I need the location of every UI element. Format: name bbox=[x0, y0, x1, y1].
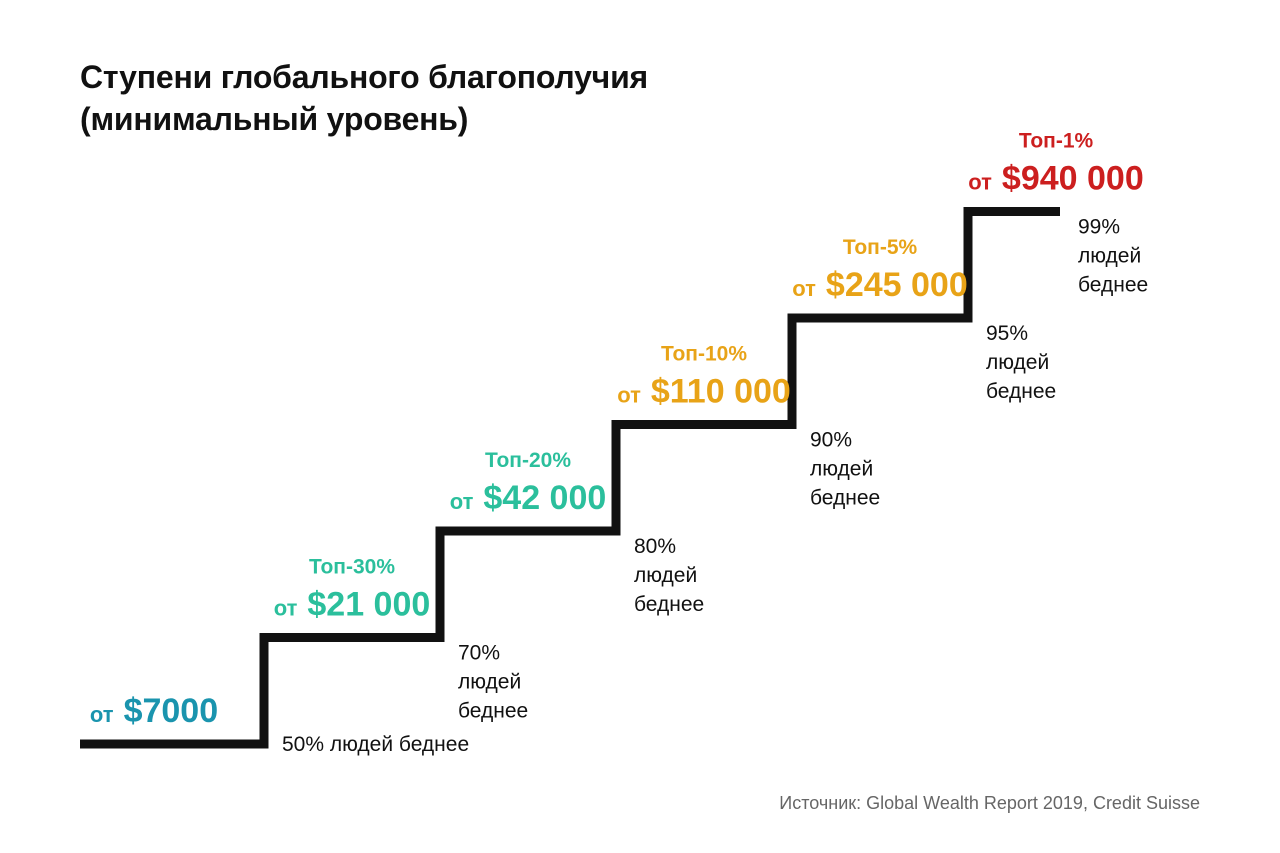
poorer-label-0-0: 50% людей беднее bbox=[282, 733, 469, 756]
poorer-label-2-1: людей bbox=[634, 564, 697, 587]
poorer-label-2-0: 80% bbox=[634, 535, 676, 558]
step-group-3: от $110 000 Топ-10% 90% людей беднее bbox=[617, 343, 880, 510]
tier-label-2: Топ-20% bbox=[485, 449, 571, 472]
threshold-prefix: от bbox=[90, 702, 114, 727]
threshold-label-3: от $110 000 bbox=[617, 373, 791, 411]
threshold-prefix: от bbox=[450, 489, 474, 514]
step-group-5: от $940 000 Топ-1% 99% людей беднее bbox=[968, 130, 1148, 297]
chart-title-line1: Ступени глобального благополучия bbox=[80, 59, 649, 95]
threshold-label-2: от $42 000 bbox=[450, 479, 607, 517]
threshold-value: $245 000 bbox=[826, 266, 968, 304]
threshold-label-5: от $940 000 bbox=[968, 160, 1143, 198]
chart-title-line2: (минимальный уровень) bbox=[80, 101, 469, 137]
poorer-label-1-1: людей bbox=[458, 671, 521, 694]
poorer-label-3-2: беднее bbox=[810, 487, 880, 510]
tier-label-3: Топ-10% bbox=[661, 343, 747, 366]
poorer-label-4-2: беднее bbox=[986, 380, 1056, 403]
threshold-label-0: от $7000 bbox=[90, 692, 218, 730]
poorer-label-1-2: беднее bbox=[458, 700, 528, 723]
chart-title: Ступени глобального благополучия (минима… bbox=[80, 56, 648, 140]
threshold-value: $110 000 bbox=[651, 373, 791, 411]
poorer-label-2-2: беднее bbox=[634, 593, 704, 616]
threshold-prefix: от bbox=[274, 596, 298, 621]
poorer-label-5-1: людей bbox=[1078, 245, 1141, 268]
threshold-label-4: от $245 000 bbox=[792, 266, 967, 304]
poorer-label-5-2: беднее bbox=[1078, 274, 1148, 297]
threshold-prefix: от bbox=[968, 170, 992, 195]
poorer-label-1-0: 70% bbox=[458, 642, 500, 665]
staircase-line bbox=[80, 207, 1060, 749]
tier-label-5: Топ-1% bbox=[1019, 130, 1094, 153]
poorer-label-5-0: 99% bbox=[1078, 216, 1120, 239]
poorer-label-4-0: 95% bbox=[986, 322, 1028, 345]
step-group-1: от $21 000 Топ-30% 70% людей беднее bbox=[274, 556, 529, 723]
threshold-value: $42 000 bbox=[483, 479, 606, 517]
source-note: Источник: Global Wealth Report 2019, Cre… bbox=[779, 793, 1200, 813]
threshold-value: $7000 bbox=[124, 692, 219, 730]
threshold-value: $940 000 bbox=[1002, 160, 1144, 198]
poorer-label-3-0: 90% bbox=[810, 429, 852, 452]
tier-label-4: Топ-5% bbox=[843, 236, 918, 259]
threshold-prefix: от bbox=[792, 276, 816, 301]
step-group-4: от $245 000 Топ-5% 95% людей беднее bbox=[792, 236, 1056, 403]
step-group-0: от $7000 50% людей беднее bbox=[90, 692, 469, 756]
threshold-label-1: от $21 000 bbox=[274, 586, 431, 624]
threshold-prefix: от bbox=[617, 383, 641, 408]
poorer-label-3-1: людей bbox=[810, 458, 873, 481]
poorer-label-4-1: людей bbox=[986, 351, 1049, 374]
threshold-value: $21 000 bbox=[307, 586, 430, 624]
step-group-2: от $42 000 Топ-20% 80% людей беднее bbox=[450, 449, 705, 616]
tier-label-1: Топ-30% bbox=[309, 556, 395, 579]
